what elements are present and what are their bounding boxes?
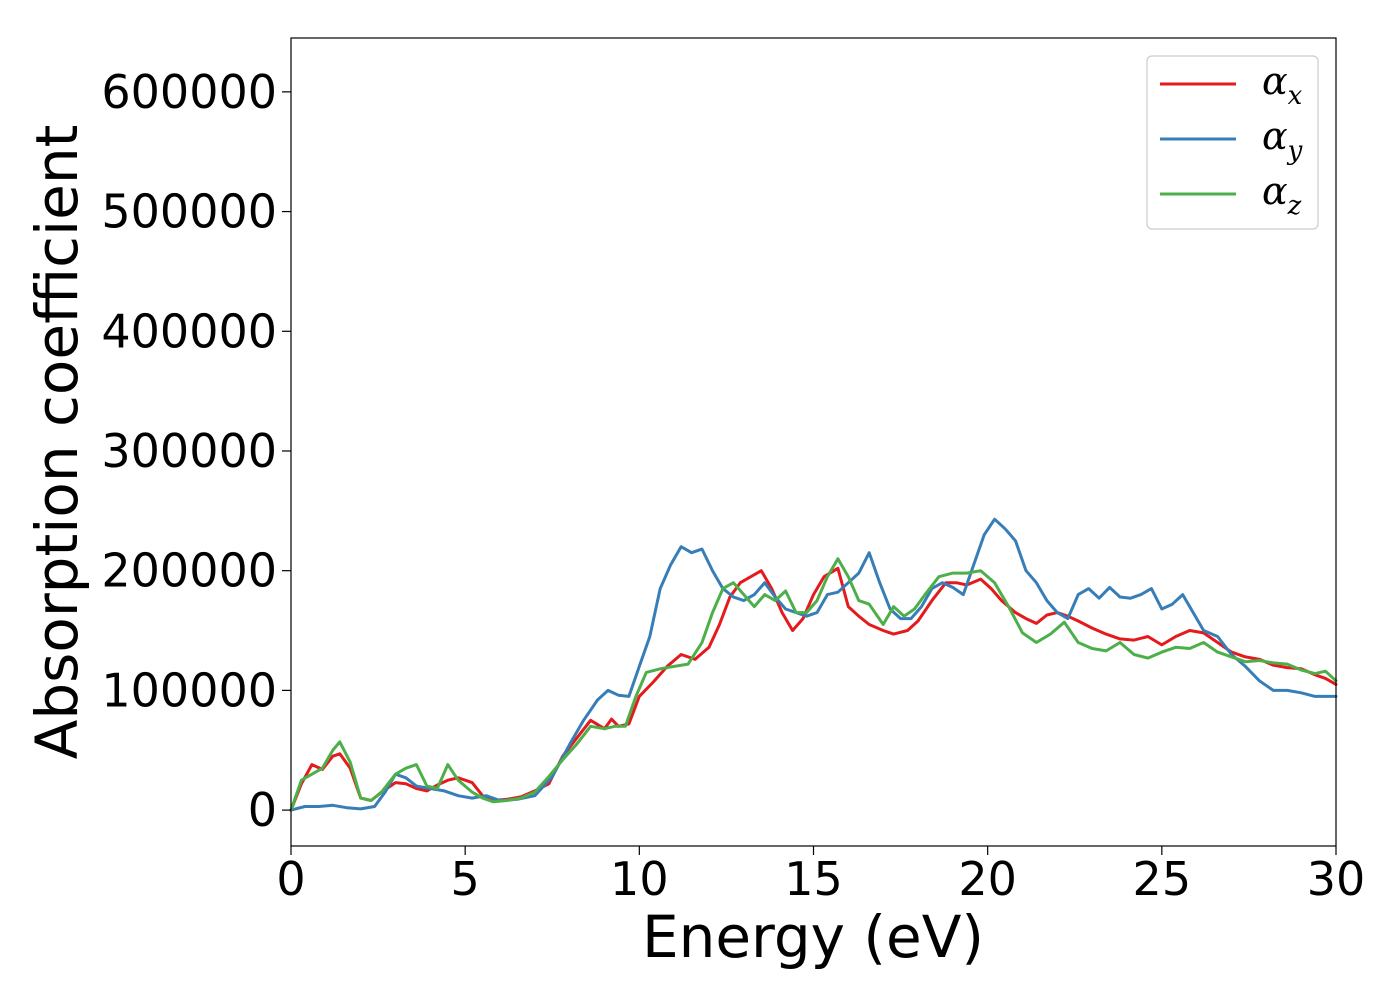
legend-box bbox=[1146, 55, 1319, 230]
y-tick-label: 600000 bbox=[101, 65, 277, 119]
y-tick-label: 0 bbox=[248, 783, 277, 837]
x-tick-label: 30 bbox=[1307, 852, 1366, 906]
series-line-x bbox=[289, 566, 1338, 812]
y-axis: 0 100000 200000 300000 400000 500000 600000 bbox=[101, 65, 291, 837]
y-tick-label: 500000 bbox=[101, 185, 277, 239]
series-line-y bbox=[289, 517, 1338, 812]
y-axis-label: Absorption coefficient bbox=[23, 125, 91, 760]
legend-label-z: αz bbox=[1262, 169, 1302, 221]
x-tick-label: 0 bbox=[276, 852, 305, 906]
series-line-z bbox=[289, 557, 1338, 812]
x-tick-label: 5 bbox=[451, 852, 480, 906]
series-layer bbox=[289, 517, 1338, 812]
y-tick-label: 200000 bbox=[101, 544, 277, 598]
x-axis-label: Energy (eV) bbox=[642, 903, 984, 971]
x-tick-label: 25 bbox=[1133, 852, 1192, 906]
y-tick-label: 100000 bbox=[101, 663, 277, 717]
x-axis: 0 5 10 15 20 25 30 bbox=[276, 846, 1365, 906]
x-tick-label: 15 bbox=[784, 852, 843, 906]
x-tick-label: 10 bbox=[610, 852, 669, 906]
y-tick-label: 400000 bbox=[101, 304, 277, 358]
x-tick-label: 20 bbox=[958, 852, 1017, 906]
y-tick-label: 300000 bbox=[101, 424, 277, 478]
